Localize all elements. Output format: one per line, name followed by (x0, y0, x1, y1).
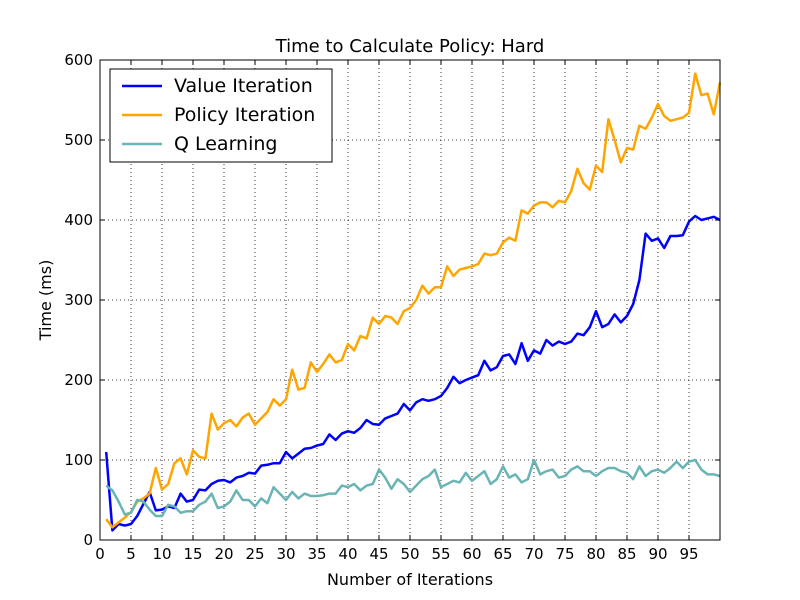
tick-labels: 0 5 10 15 20 25 30 35 40 45 50 55 60 65 70 75 80 85 90 95 0 1… (64, 51, 698, 563)
legend-label-policy-iteration: Policy Iteration (174, 104, 315, 126)
x-tick-label: 65 (493, 545, 512, 563)
legend-label-q-learning: Q Learning (174, 133, 277, 155)
y-axis-label: Time (ms) (36, 260, 55, 342)
y-tick-label: 200 (64, 371, 93, 389)
series-line-q-learning (105, 458, 721, 518)
y-tick-label: 600 (64, 51, 93, 69)
chart-title: Time to Calculate Policy: Hard (275, 36, 545, 57)
x-axis-label: Number of Iterations (327, 570, 493, 589)
x-tick-label: 50 (400, 545, 419, 563)
x-tick-label: 30 (276, 545, 295, 563)
x-tick-label: 10 (152, 545, 171, 563)
legend: Value Iteration Policy Iteration Q Learn… (109, 68, 333, 163)
y-tick-label: 500 (64, 131, 93, 149)
x-tick-label: 15 (183, 545, 202, 563)
y-tick-label: 100 (64, 451, 93, 469)
y-tick-label: 300 (64, 291, 93, 309)
x-tick-label: 80 (586, 545, 605, 563)
x-tick-label: 25 (245, 545, 264, 563)
axis-ticks (99, 59, 720, 541)
x-tick-label: 45 (369, 545, 388, 563)
x-tick-label: 95 (679, 545, 698, 563)
x-tick-label: 55 (431, 545, 450, 563)
y-tick-label: 400 (64, 211, 93, 229)
legend-label-value-iteration: Value Iteration (174, 75, 313, 97)
x-tick-label: 20 (214, 545, 233, 563)
x-tick-label: 75 (555, 545, 574, 563)
x-tick-label: 60 (462, 545, 481, 563)
x-tick-label: 90 (648, 545, 667, 563)
x-tick-label: 70 (524, 545, 543, 563)
series-line-value-iteration (104, 214, 721, 532)
x-tick-label: 0 (95, 545, 105, 563)
x-tick-label: 35 (307, 545, 326, 563)
x-tick-label: 40 (338, 545, 357, 563)
series-line-policy-iteration (105, 72, 722, 529)
x-tick-label: 5 (126, 545, 136, 563)
x-tick-label: 85 (617, 545, 636, 563)
series-layer (104, 72, 722, 532)
y-tick-label: 0 (83, 531, 93, 549)
